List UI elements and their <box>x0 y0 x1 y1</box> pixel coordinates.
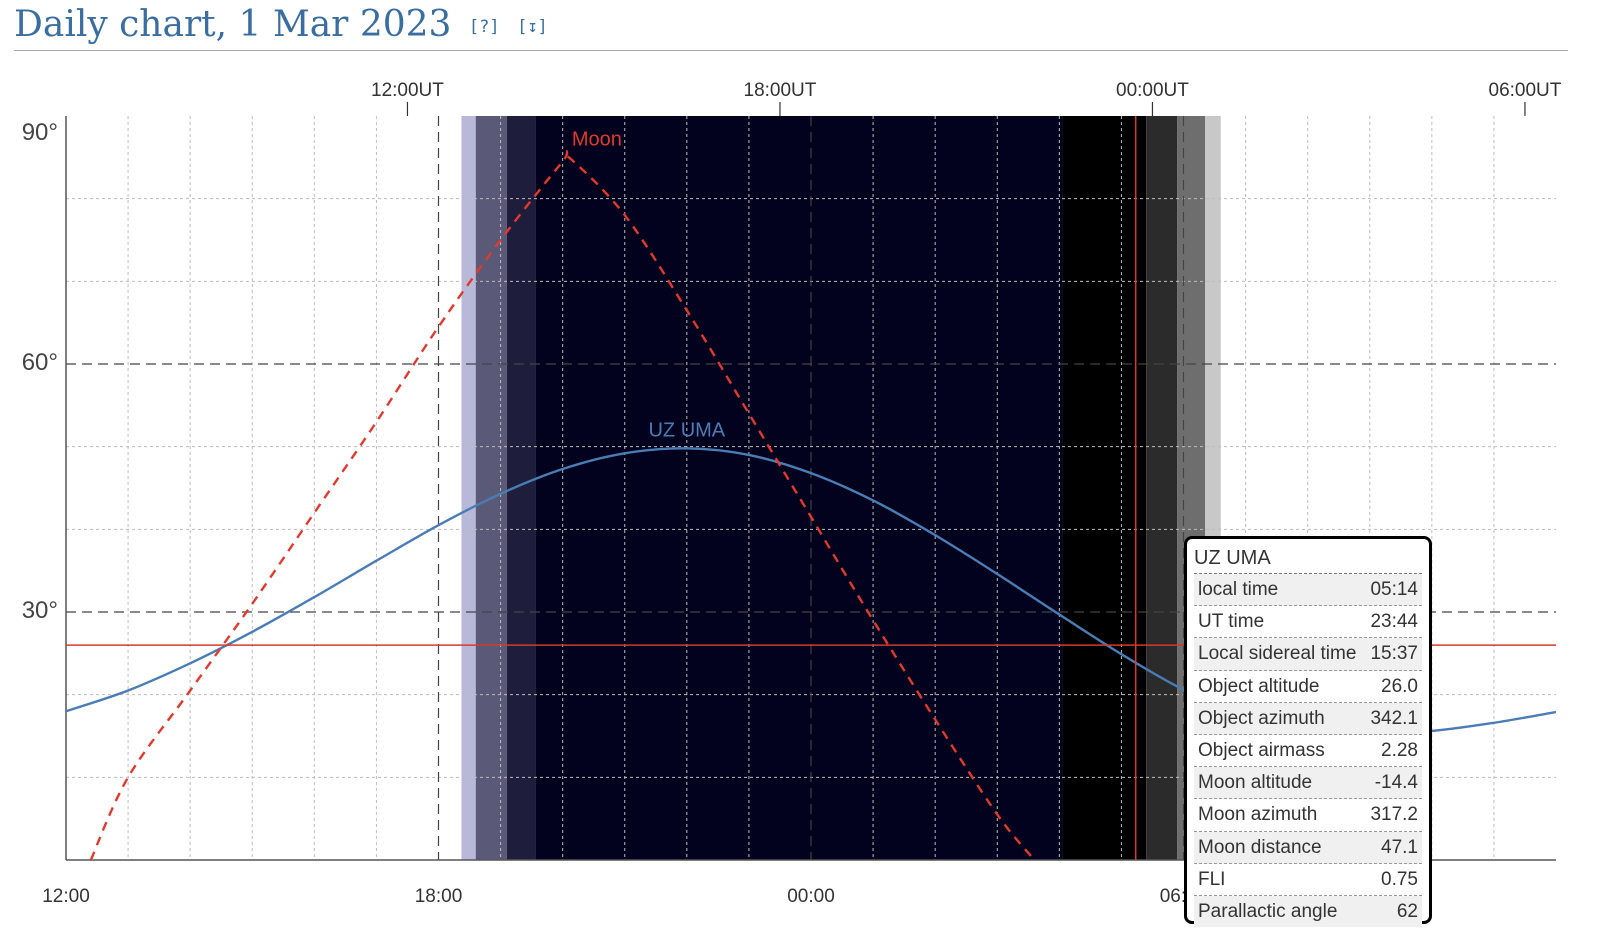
tooltip-row: Object airmass 2.28 <box>1194 735 1422 768</box>
tooltip-row-value: 317.2 <box>1370 804 1418 826</box>
x-tick-label: 00:00 <box>787 886 835 907</box>
tooltip-row-label: Moon distance <box>1198 836 1322 858</box>
twilight-band <box>461 116 476 860</box>
tooltip-row-label: Object airmass <box>1198 739 1325 761</box>
y-tick-label: 30° <box>22 597 58 624</box>
tooltip-row-value: -14.4 <box>1374 772 1418 794</box>
tooltip-row-label: local time <box>1198 579 1279 600</box>
ut-tick-label: 18:00UT <box>744 80 817 101</box>
tooltip-row-label: Moon altitude <box>1198 772 1313 794</box>
ut-tick-label: 06:00UT <box>1489 80 1562 101</box>
tooltip-row-label: Object azimuth <box>1198 707 1325 729</box>
twilight-band <box>1062 116 1147 860</box>
tooltip-row-value: 2.28 <box>1381 739 1418 761</box>
page-title: Daily chart, 1 Mar 2023 [?] [↧] <box>14 4 548 45</box>
x-tick-label: 12:00 <box>42 886 90 907</box>
hover-tooltip: UZ UMA local time 05:14 UT time 23:44 Local … <box>1184 536 1432 928</box>
tooltip-row: local time 05:14 <box>1194 574 1422 607</box>
tooltip-row-value: 23:44 <box>1370 611 1418 633</box>
tooltip-row-label: Object altitude <box>1198 675 1320 697</box>
tooltip-row-value: 0.75 <box>1381 868 1418 890</box>
series-label: Moon <box>572 128 622 150</box>
tooltip-row: Moon altitude -14.4 <box>1194 767 1422 800</box>
grid <box>66 116 1556 860</box>
ut-tick-label: 00:00UT <box>1116 80 1189 101</box>
help-link[interactable]: [?] <box>468 17 500 37</box>
tooltip-rows: local time 05:14 UT time 23:44 Local siderea… <box>1194 574 1422 928</box>
series-line-moon <box>89 149 1036 860</box>
tooltip-row: Moon azimuth 317.2 <box>1194 799 1422 832</box>
tooltip-row-label: Moon azimuth <box>1198 804 1318 826</box>
twilight-band <box>475 116 507 860</box>
tooltip-row: Moon distance 47.1 <box>1194 831 1422 864</box>
tooltip-title: UZ UMA <box>1194 543 1422 574</box>
tooltip-row: Local sidereal time 15:37 <box>1194 638 1422 671</box>
twilight-band <box>1146 116 1178 860</box>
series-label: UZ UMA <box>648 419 725 441</box>
tooltip-row-label: Parallactic angle <box>1198 900 1338 922</box>
twilight-band <box>535 116 1063 860</box>
tooltip-row-value: 342.1 <box>1370 707 1418 729</box>
tooltip-row: FLI 0.75 <box>1194 864 1422 896</box>
chart-header: Daily chart, 1 Mar 2023 [?] [↧] <box>14 0 1568 51</box>
download-link[interactable]: [↧] <box>517 17 548 37</box>
ut-tick-label: 12:00UT <box>371 80 444 101</box>
tooltip-row: Parallactic angle 62 <box>1194 895 1422 928</box>
tooltip-row-value: 47.1 <box>1381 836 1418 858</box>
tooltip-row-label: Local sidereal time <box>1198 643 1357 665</box>
y-tick-label: 90° <box>22 119 58 146</box>
tooltip-row: Object azimuth 342.1 <box>1194 702 1422 735</box>
x-tick-label: 18:00 <box>415 886 463 907</box>
tooltip-row-label: UT time <box>1198 611 1265 633</box>
tooltip-row: Object altitude 26.0 <box>1194 671 1422 703</box>
tooltip-row-value: 26.0 <box>1381 675 1418 697</box>
tooltip-row-value: 62 <box>1396 900 1418 922</box>
tooltip-row-label: FLI <box>1198 868 1226 890</box>
title-text: Daily chart, 1 Mar 2023 <box>14 4 452 45</box>
y-tick-label: 60° <box>22 349 58 376</box>
tooltip-row: UT time 23:44 <box>1194 606 1422 639</box>
tooltip-row-value: 15:37 <box>1370 643 1418 665</box>
tooltip-row-value: 05:14 <box>1370 579 1418 600</box>
